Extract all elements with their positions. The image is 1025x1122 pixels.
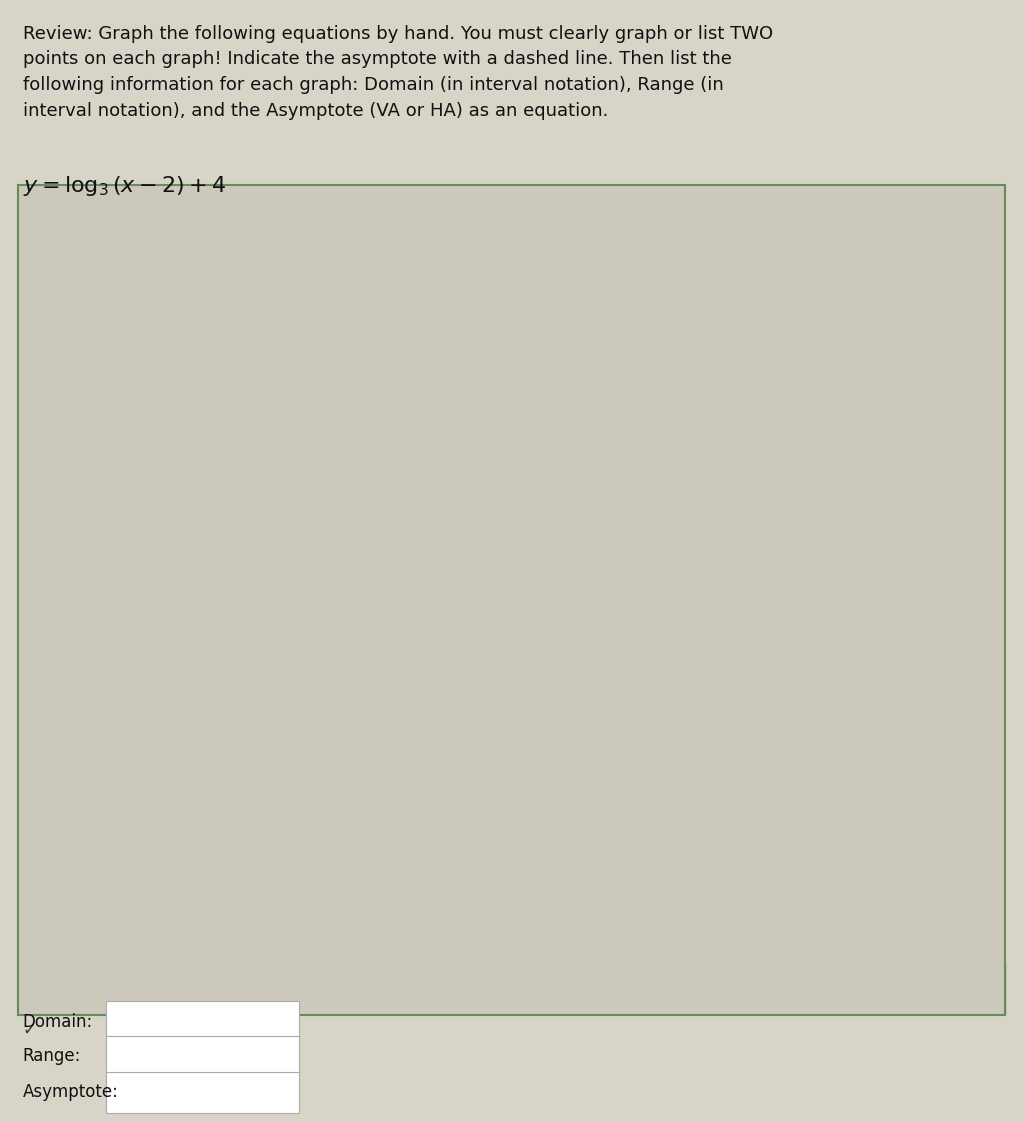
Text: -6: -6	[292, 856, 303, 866]
Text: $y = \log_3(x - 2) + 4$: $y = \log_3(x - 2) + 4$	[23, 174, 227, 197]
Text: 1: 1	[296, 535, 303, 545]
Text: Draw:: Draw:	[128, 983, 167, 996]
Text: -5: -5	[292, 810, 303, 820]
Text: -5: -5	[135, 596, 147, 606]
FancyBboxPatch shape	[340, 969, 411, 1010]
Text: -2: -2	[237, 596, 248, 606]
Text: -1: -1	[271, 596, 281, 606]
Text: 6: 6	[296, 306, 303, 316]
Text: -3: -3	[292, 719, 303, 729]
FancyBboxPatch shape	[398, 969, 468, 1010]
Text: 7: 7	[542, 596, 549, 606]
Text: -1: -1	[292, 627, 303, 637]
Text: -8: -8	[292, 948, 303, 958]
Text: 1: 1	[340, 596, 346, 606]
Text: 2: 2	[373, 596, 380, 606]
Text: -7: -7	[68, 596, 79, 606]
Text: -2: -2	[292, 673, 303, 683]
Text: 5: 5	[475, 596, 482, 606]
FancyBboxPatch shape	[227, 969, 297, 1010]
Text: Range:: Range:	[23, 1047, 81, 1066]
Text: 3: 3	[407, 596, 414, 606]
Text: 4: 4	[441, 596, 448, 606]
Text: -4: -4	[292, 765, 303, 774]
Text: -4: -4	[169, 596, 180, 606]
Text: 8: 8	[576, 596, 583, 606]
Text: 7: 7	[296, 260, 303, 270]
Text: -3: -3	[203, 596, 214, 606]
Text: Asymptote:: Asymptote:	[23, 1083, 119, 1102]
Text: 8: 8	[296, 214, 303, 224]
Text: Domain:: Domain:	[23, 1012, 93, 1031]
Text: Review: Graph the following equations by hand. You must clearly graph or list TW: Review: Graph the following equations by…	[23, 25, 773, 120]
Text: Clear All: Clear All	[45, 983, 97, 996]
Text: -8: -8	[34, 596, 45, 606]
FancyBboxPatch shape	[284, 969, 355, 1010]
FancyBboxPatch shape	[170, 969, 241, 1010]
Text: ✓: ✓	[23, 1021, 37, 1039]
Text: 3: 3	[296, 443, 303, 453]
Text: 2: 2	[296, 489, 303, 499]
Text: -7: -7	[292, 902, 303, 912]
Text: 6: 6	[508, 596, 516, 606]
FancyBboxPatch shape	[20, 972, 124, 1008]
Text: 5: 5	[296, 352, 303, 362]
Text: 4: 4	[296, 398, 303, 407]
Text: -6: -6	[101, 596, 113, 606]
